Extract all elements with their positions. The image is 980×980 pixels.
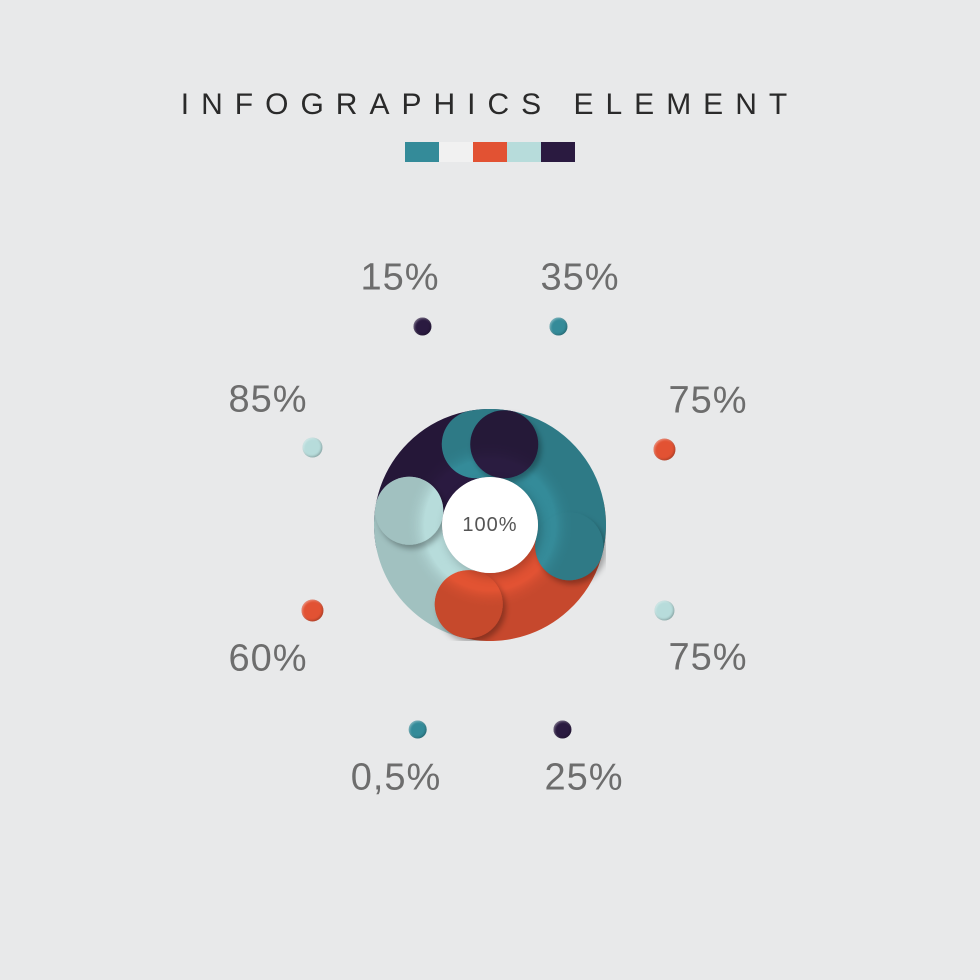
palette-swatches: [405, 142, 575, 162]
datapoint: 75%: [668, 601, 747, 680]
palette-swatch: [405, 142, 439, 162]
datapoint-value: 35%: [540, 257, 619, 300]
datapoint-dot-icon: [553, 721, 571, 739]
datapoint: 85%: [228, 379, 307, 458]
datapoint: 75%: [668, 380, 747, 461]
datapoint-dot-icon: [549, 318, 567, 336]
datapoint-dot-icon: [302, 438, 322, 458]
datapoint-value: 75%: [668, 380, 747, 423]
datapoint-value: 0,5%: [351, 757, 442, 800]
donut-chart: 100%: [374, 409, 606, 641]
donut-center-label: 100%: [462, 514, 517, 537]
datapoint-value: 60%: [228, 638, 307, 681]
datapoint-dot-icon: [654, 601, 674, 621]
datapoint: 15%: [360, 257, 439, 336]
datapoint-dot-icon: [413, 318, 431, 336]
datapoint: 35%: [540, 257, 619, 336]
datapoint: 0,5%: [351, 721, 442, 800]
datapoint-dot-icon: [409, 721, 427, 739]
palette-swatch: [507, 142, 541, 162]
datapoint: 60%: [228, 600, 307, 681]
palette-swatch: [541, 142, 575, 162]
datapoint-dot-icon: [653, 439, 675, 461]
datapoint-value: 85%: [228, 379, 307, 422]
datapoint: 25%: [544, 721, 623, 800]
datapoint-value: 75%: [668, 637, 747, 680]
palette-swatch: [473, 142, 507, 162]
donut-center-hole: 100%: [442, 477, 538, 573]
datapoint-dot-icon: [301, 600, 323, 622]
datapoint-value: 15%: [360, 257, 439, 300]
datapoint-value: 25%: [544, 757, 623, 800]
palette-swatch: [439, 142, 473, 162]
page-title: INFOGRAPHICS ELEMENT: [0, 88, 980, 122]
